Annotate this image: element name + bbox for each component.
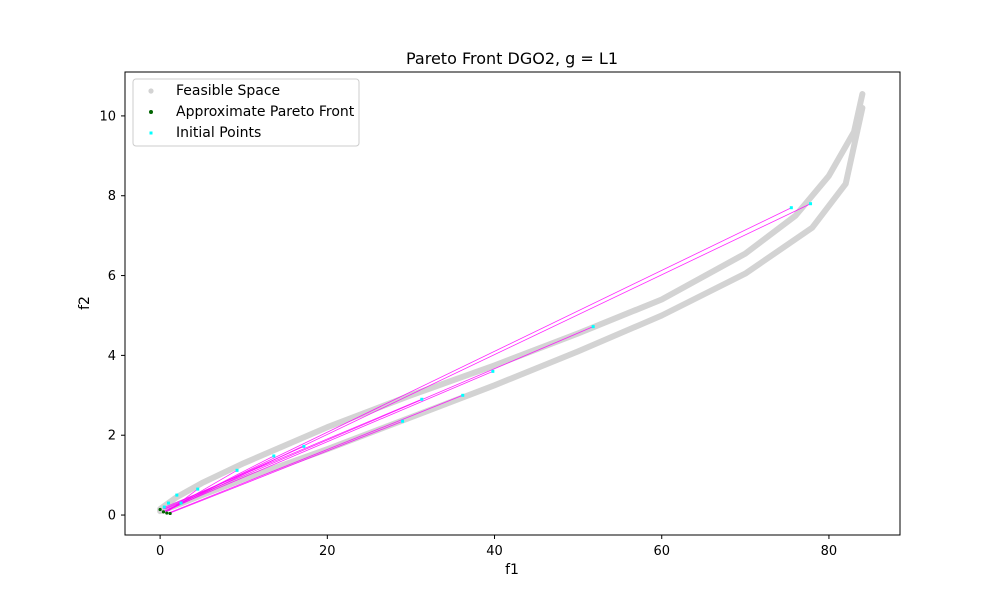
trajectory-layer [163,203,811,514]
trajectory-line [168,488,198,512]
initial-point [196,487,200,491]
initial-point [789,206,793,210]
y-tick-label: 4 [108,349,116,364]
pareto-point [168,511,172,516]
legend-label-pareto: Approximate Pareto Front [176,104,355,120]
chart-title: Pareto Front DGO2, g = L1 [406,49,618,68]
initial-point [162,505,166,509]
initial-point [166,501,170,505]
x-tick-label: 40 [486,544,503,559]
legend-box [132,78,360,147]
x-tick-label: 60 [653,544,670,559]
y-tick-label: 0 [108,509,116,524]
x-tick-label: 20 [319,544,336,559]
trajectory-line [168,394,463,514]
initial-point [175,493,179,497]
y-tick-label: 2 [108,429,116,444]
x-tick-label: 0 [156,544,164,559]
y-axis-label: f2 [77,296,93,310]
pareto-point [165,511,169,515]
x-tick-label: 80 [821,544,838,559]
y-tick-label: 8 [108,189,116,204]
initial-point [809,202,813,206]
initial-point [420,397,424,401]
points-layer [158,202,813,516]
plot-area [157,91,866,516]
legend: Feasible Space Approximate Pareto Front … [132,78,360,147]
x-axis-label: f1 [505,562,519,578]
legend-marker-feasible [148,88,154,94]
trajectory-line [164,326,594,510]
legend-label-feasible: Feasible Space [176,83,280,99]
trajectory-line [164,370,494,512]
x-axis: 0 20 40 60 80 [156,535,837,559]
initial-point [491,369,495,373]
initial-point [179,501,183,505]
feasible-space-upper-branch [157,91,866,513]
initial-point [461,393,465,397]
y-tick-label: 10 [99,109,116,124]
plot-frame [124,71,901,536]
initial-point [272,454,276,458]
trajectory-line [165,455,274,512]
trajectory-line [163,446,305,510]
initial-point [302,444,306,448]
trajectory-line [168,207,792,510]
legend-marker-pareto [149,110,153,114]
initial-point [235,468,239,472]
legend-marker-initial [149,131,153,135]
y-tick-label: 6 [108,269,116,284]
pareto-point [161,510,166,514]
pareto-point [158,507,162,512]
initial-point [591,325,595,329]
trajectory-line [169,420,403,514]
legend-label-initial: Initial Points [176,125,261,141]
initial-point [401,419,405,423]
y-axis: 0 2 4 6 8 10 [99,109,125,524]
